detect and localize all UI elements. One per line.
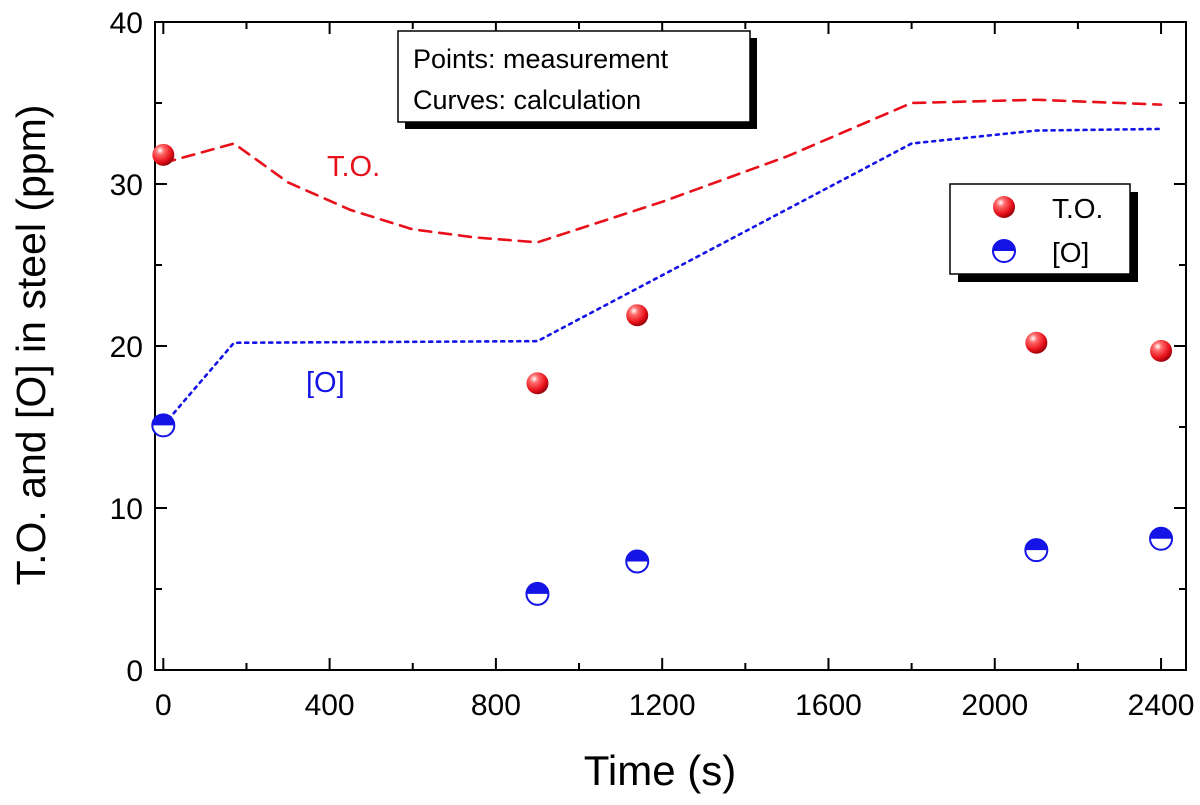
point-to — [1150, 339, 1173, 362]
curve-label-to: T.O. — [327, 151, 380, 183]
note-box-line1: Points: measurement — [413, 44, 669, 74]
point-o — [525, 581, 550, 606]
point-to-ball — [526, 372, 549, 395]
curves-layer — [162, 98, 1163, 427]
legend-marker-o — [992, 239, 1016, 263]
legend-label-o: [O] — [1052, 237, 1089, 268]
point-o-fill — [626, 550, 649, 562]
legend-frame — [949, 183, 1131, 275]
note-box-line2: Curves: calculation — [413, 85, 641, 115]
y-axis-title: T.O. and [O] in steel (ppm) — [8, 105, 54, 586]
note-box-frame — [397, 30, 751, 123]
point-o — [1024, 538, 1049, 563]
point-to — [526, 372, 549, 395]
point-to-ball — [1025, 331, 1048, 354]
x-tick-label: 1200 — [629, 689, 696, 722]
curve-to-calculation — [162, 98, 1163, 244]
point-o — [1149, 526, 1174, 551]
point-o-fill — [152, 414, 175, 426]
point-to-ball — [1150, 339, 1173, 362]
point-o-fill — [1150, 527, 1173, 539]
point-o — [625, 549, 650, 574]
point-to — [152, 143, 175, 166]
y-tick-label: 40 — [110, 7, 143, 40]
point-o — [151, 413, 176, 438]
y-tick-label: 10 — [110, 493, 143, 526]
x-tick-label: 2400 — [1128, 689, 1195, 722]
point-o-fill — [1025, 539, 1048, 551]
legend-label-to: T.O. — [1052, 193, 1103, 224]
x-tick-label: 800 — [471, 689, 521, 722]
x-tick-label: 400 — [305, 689, 355, 722]
point-to — [1025, 331, 1048, 354]
legend-marker-to — [993, 196, 1015, 218]
point-to — [626, 304, 649, 327]
curve-label-o: [O] — [306, 367, 345, 399]
y-tick-label: 20 — [110, 331, 143, 364]
points-layer — [151, 143, 1174, 606]
legend: T.O. [O] — [949, 183, 1138, 282]
point-to-ball — [626, 304, 649, 327]
point-o-fill — [526, 582, 549, 594]
x-axis-title: Time (s) — [584, 747, 736, 794]
y-tick-label: 0 — [126, 655, 143, 688]
point-to-ball — [152, 143, 175, 166]
x-tick-label: 1600 — [795, 689, 862, 722]
curve-o-calculation — [162, 127, 1163, 427]
note-box: Points: measurement Curves: calculation — [397, 30, 757, 129]
x-tick-label: 0 — [155, 689, 172, 722]
y-tick-label: 30 — [110, 169, 143, 202]
x-tick-label: 2000 — [961, 689, 1028, 722]
